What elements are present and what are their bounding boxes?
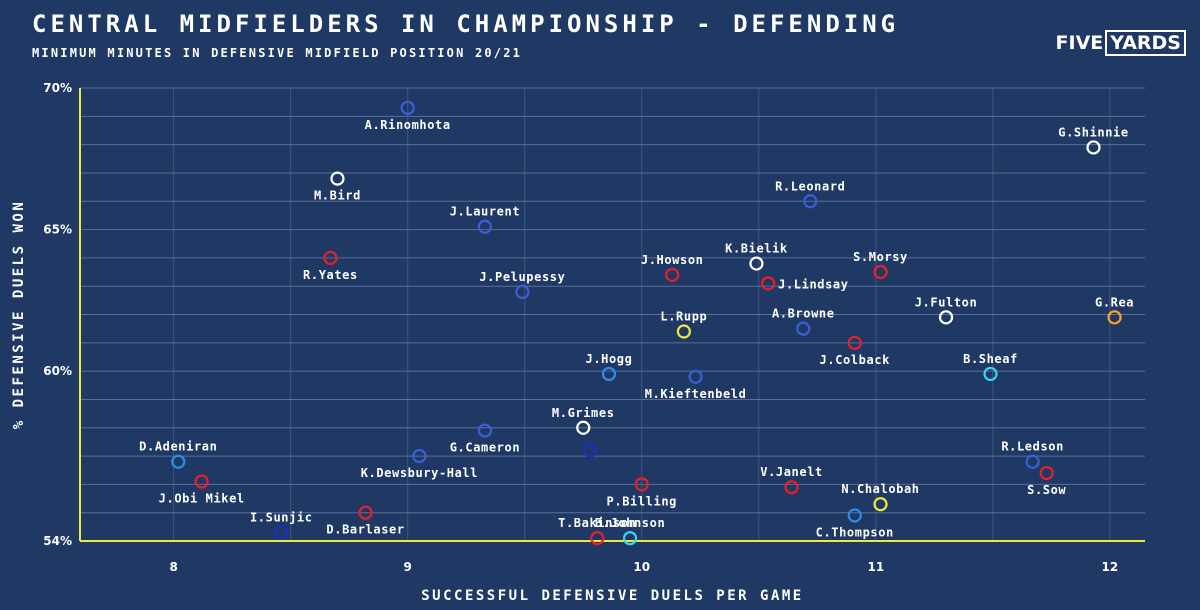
data-point [634,477,649,492]
x-tick-label: 12 [1102,560,1119,574]
data-point [983,366,998,382]
x-axis-title: SUCCESSFUL DEFENSIVE DUELS PER GAME [421,588,804,604]
data-point [1025,454,1040,469]
point-label: P.Billing [607,494,677,508]
x-tick-label: 8 [169,560,177,574]
data-point [938,310,954,325]
chart-title: CENTRAL MIDFIELDERS IN CHAMPIONSHIP - DE… [32,10,900,38]
data-point [1107,310,1122,325]
point-label: J.Fulton [915,295,978,309]
data-point [171,454,186,469]
data-point [400,100,415,115]
labels-layer: A.Rinomhota G.Shinnie M.Bird R.Leonard J.Lau… [139,118,1134,540]
y-tick-label: 65% [43,223,72,237]
y-tick-label: 60% [43,364,72,378]
point-label: N.Chalobah [841,482,919,496]
point-label: D.Adeniran [139,440,217,454]
point-label: M.Bird [314,189,361,203]
y-tick-label: 70% [43,81,72,95]
data-point [749,256,764,271]
y-tick-label: 54% [43,534,72,548]
fiveyards-logo: FIVE YARDS [1056,30,1186,56]
point-label: L.Rupp [660,309,707,323]
point-label: J.Obi Mikel [159,492,245,506]
data-point [477,219,493,234]
x-tick-label: 11 [867,560,884,574]
point-label: T.Bakinson [558,516,636,530]
point-label: J.Laurent [450,205,520,219]
point-label: G.Shinnie [1058,125,1128,139]
data-point [412,448,427,464]
data-point [761,276,776,291]
point-label: K.Bielik [725,242,788,256]
data-point [330,171,345,186]
x-tick-label: 10 [633,560,650,574]
grid-layer [80,87,1145,541]
point-label: J.Hogg [586,352,633,366]
axis-layer: 54% 60% 65% 70% 8 9 10 11 12 SUCCESSFUL DEFENSIVE… [11,81,1145,604]
point-label: A.Rinomhota [365,118,451,132]
point-label: V.Janelt [760,465,823,479]
points-layer [171,100,1122,546]
point-label: R.Leonard [775,179,845,193]
point-label: R.Ledson [1001,440,1064,454]
data-point [576,420,591,435]
logo-text-five: FIVE [1055,32,1104,54]
y-axis-title: % DEFENSIVE DUELS WON [11,200,27,430]
data-point [477,423,493,438]
point-label: G.Rea [1095,295,1134,309]
point-label: J.Howson [641,253,704,267]
chart-subtitle: MINIMUM MINUTES IN DEFENSIVE MIDFIELD PO… [32,46,523,60]
data-point [873,264,888,280]
data-point [601,366,617,382]
point-label: K.Dewsbury-Hall [361,466,478,480]
point-label: D.Barlaser [326,523,404,537]
point-label: B.Sheaf [963,352,1018,366]
point-label: J.Pelupessy [479,270,565,284]
point-label: G.Cameron [450,441,520,455]
data-point [676,324,691,339]
point-label: J.Colback [820,353,891,367]
point-label: C.Thompson [816,526,894,540]
data-point [323,250,338,265]
point-label: B.Johnson [595,516,665,530]
data-point [194,474,209,489]
data-point [847,335,862,350]
data-point [873,497,888,512]
point-label: J.Lindsay [778,277,848,291]
data-point [590,531,605,546]
data-point [583,443,598,458]
point-label: M.Kieftenbeld [645,387,747,401]
data-point [1039,465,1054,481]
point-label: S.Morsy [853,250,908,264]
point-label: I.Sunjic [250,511,313,525]
data-point [784,480,799,495]
data-point [665,267,680,282]
point-label: A.Browne [772,307,835,321]
data-point [796,321,811,336]
data-point [847,508,862,523]
data-point [358,505,373,520]
point-label: M.Grimes [552,406,615,420]
logo-text-yards: YARDS [1105,30,1186,56]
x-tick-label: 9 [404,560,412,574]
data-point [274,525,289,540]
data-point [803,194,818,209]
data-point [515,284,530,299]
point-label: R.Yates [303,268,358,282]
data-point [688,369,703,384]
point-label: S.Sow [1027,483,1066,497]
data-point [622,531,638,546]
data-point [1086,140,1101,155]
